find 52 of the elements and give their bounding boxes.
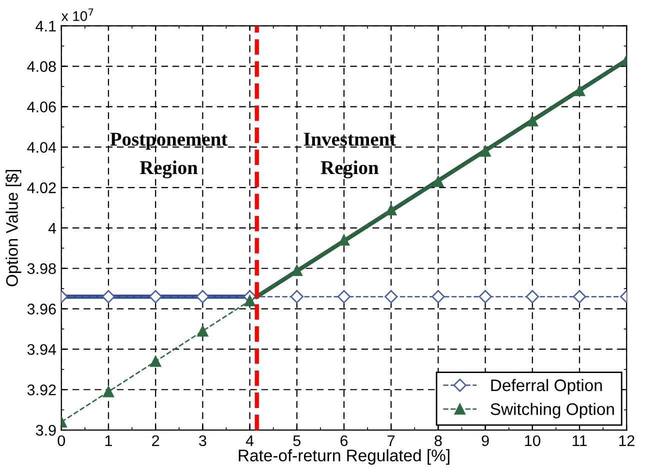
x-tick-label: 6 xyxy=(340,435,348,446)
text: x 10$^{7}$ xyxy=(62,8,94,21)
legend-label: Switching Option xyxy=(490,402,614,418)
x-tick-label: 1 xyxy=(105,435,112,446)
point xyxy=(197,325,208,337)
y-axis-title: Option Value [$] xyxy=(5,170,22,286)
x-axis-title: Rate-of-return Regulated [%] xyxy=(238,449,450,465)
y-tick-label: 3.94 xyxy=(27,344,56,355)
annotation: Investment Region xyxy=(304,132,396,178)
x-tick-label: 10 xyxy=(525,435,540,446)
y-tick-label: 4.08 xyxy=(27,61,56,72)
y-tick-label: 4.06 xyxy=(27,102,56,112)
y-tick-label: 3.96 xyxy=(27,304,56,314)
point xyxy=(102,386,114,398)
y-tick-label: 4 xyxy=(48,222,56,234)
point xyxy=(526,115,538,126)
point xyxy=(338,234,350,246)
x-tick-label: 9 xyxy=(482,435,489,446)
y-tick-label: 4.1 xyxy=(36,20,56,32)
x-tick-label: 8 xyxy=(434,435,442,446)
point xyxy=(432,290,445,304)
point xyxy=(150,356,162,367)
x-tick-label: 2 xyxy=(152,435,160,446)
x-tick-label: 12 xyxy=(619,435,634,446)
x-tick-label: 0 xyxy=(58,435,66,446)
x-tick-label: 5 xyxy=(293,435,300,446)
y-tick-label: 4.04 xyxy=(27,142,56,153)
x-tick-label: 7 xyxy=(388,435,395,446)
point xyxy=(574,84,586,96)
point xyxy=(386,204,397,216)
point xyxy=(432,176,444,188)
point xyxy=(478,290,492,304)
point xyxy=(291,264,302,276)
point xyxy=(480,146,491,157)
point xyxy=(384,290,398,304)
x-tick-label: 11 xyxy=(572,435,587,446)
point xyxy=(337,290,351,304)
point xyxy=(196,290,210,304)
y-tick-label: 3.98 xyxy=(27,263,56,274)
y-tick-label: 4.02 xyxy=(27,182,56,194)
point xyxy=(102,290,116,304)
y-tick-label: 3.92 xyxy=(27,384,56,396)
point xyxy=(572,290,586,304)
x-tick-label: 3 xyxy=(199,435,206,446)
point xyxy=(290,290,304,304)
point xyxy=(526,290,539,304)
legend-label: Deferral Option xyxy=(491,378,602,395)
point xyxy=(244,295,256,306)
x-tick-label: 4 xyxy=(246,435,254,446)
y-tick-label: 3.9 xyxy=(36,424,56,436)
point xyxy=(148,290,162,304)
annotation: Postponement Region xyxy=(110,132,228,178)
